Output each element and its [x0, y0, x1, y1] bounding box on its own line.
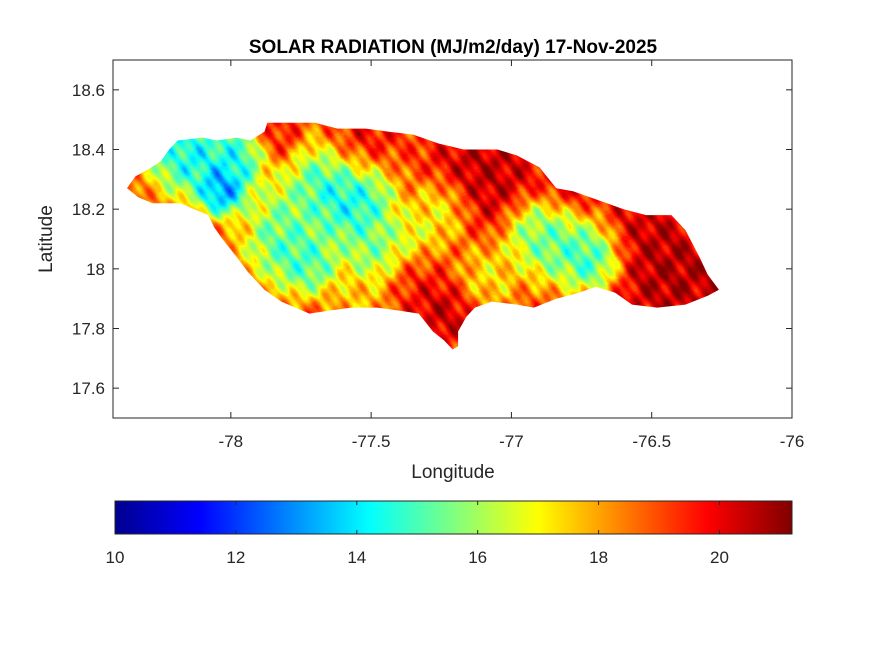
axes-box — [112, 59, 793, 419]
x-axis: -78 -77.5 -77 -76.5 -76 — [219, 60, 805, 451]
colorbar-ticks: 10 12 14 16 18 20 — [106, 501, 729, 567]
colorbar: 10 12 14 16 18 20 — [106, 500, 793, 567]
plot-area — [112, 59, 793, 419]
y-tick-label: 18.2 — [72, 200, 105, 219]
colorbar-tick-label: 16 — [468, 548, 487, 567]
y-tick-label: 17.6 — [72, 379, 105, 398]
y-axis-label: Latitude — [36, 205, 57, 273]
colorbar-gradient — [114, 500, 793, 535]
x-axis-label: Longitude — [411, 462, 494, 483]
y-tick-label: 18.4 — [72, 141, 105, 160]
colorbar-tick-label: 10 — [106, 548, 125, 567]
y-tick-label: 18.6 — [72, 81, 105, 100]
colorbar-tick-label: 12 — [226, 548, 245, 567]
x-tick-label: -77 — [499, 432, 524, 451]
x-tick-label: -76.5 — [632, 432, 671, 451]
x-tick-label: -78 — [219, 432, 244, 451]
y-tick-label: 18 — [86, 260, 105, 279]
colorbar-tick-label: 14 — [347, 548, 366, 567]
y-axis: 17.6 17.8 18 18.2 18.4 18.6 — [72, 81, 792, 398]
x-tick-label: -77.5 — [352, 432, 391, 451]
colorbar-tick-label: 18 — [589, 548, 608, 567]
y-tick-label: 17.8 — [72, 320, 105, 339]
chart-title: SOLAR RADIATION (MJ/m2/day) 17-Nov-2025 — [249, 37, 658, 58]
x-tick-label: -76 — [780, 432, 805, 451]
colorbar-tick-label: 20 — [710, 548, 729, 567]
